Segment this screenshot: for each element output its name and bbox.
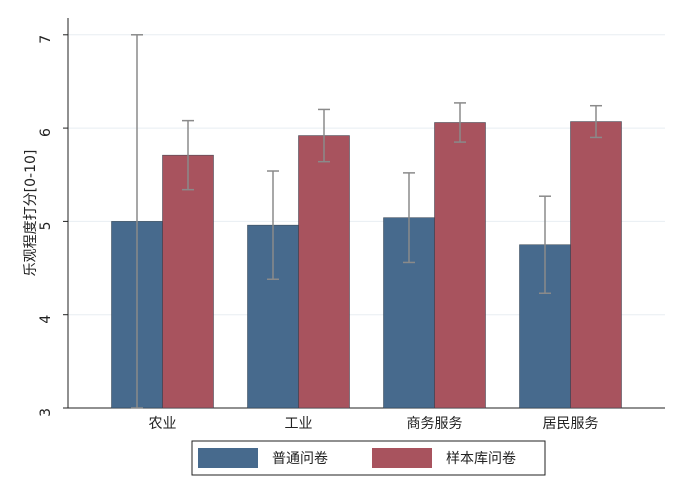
- legend-swatch: [198, 448, 258, 468]
- legend-label: 样本库问卷: [446, 451, 516, 467]
- bar: [434, 122, 486, 409]
- x-tick-label: 居民服务: [543, 416, 599, 432]
- x-tick-label: 工业: [285, 416, 313, 432]
- error-bar: [182, 119, 194, 191]
- bar: [298, 135, 350, 409]
- error-bar: [403, 172, 415, 264]
- x-tick-label: 农业: [149, 416, 177, 432]
- error-bar: [131, 34, 143, 409]
- y-tick-label: 3: [38, 408, 54, 417]
- legend-label: 普通问卷: [272, 451, 328, 467]
- legend-box: [191, 440, 546, 476]
- y-tick-label: 5: [38, 221, 54, 230]
- bar: [570, 121, 622, 409]
- error-bar: [539, 195, 551, 294]
- y-tick-label: 4: [38, 315, 54, 324]
- error-bar: [267, 170, 279, 280]
- y-axis-label: 乐观程度打分[0-10]: [22, 150, 39, 277]
- bar: [162, 154, 214, 409]
- x-tick-label: 商务服务: [407, 416, 463, 432]
- legend-swatch: [372, 448, 432, 468]
- y-tick-label: 6: [38, 128, 54, 137]
- y-tick-label: 7: [38, 35, 54, 44]
- error-bar: [590, 104, 602, 139]
- error-bar: [454, 102, 466, 143]
- error-bar: [318, 108, 330, 163]
